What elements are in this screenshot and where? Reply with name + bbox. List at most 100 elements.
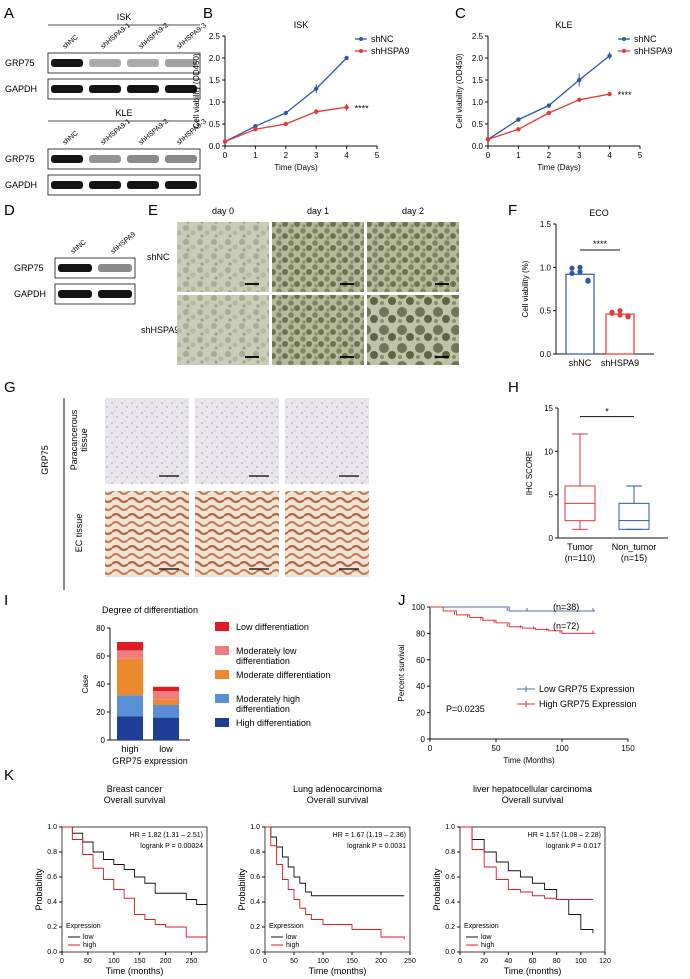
panel-a-western-blots: ISK shNC shHSPA9-1 shHSPA9-2 shHSPA9-3GRP75… (5, 12, 208, 196)
panel-c-kle-viability-chart: 0.0 0.5 1.0 1.5 2.0 2.5 0 1 2 3 4 5 Time (Days) Cell … (455, 20, 672, 172)
ihc-significance: * (605, 407, 609, 417)
ihc-category-label: Tumor (567, 542, 593, 552)
km-1-ylabel: Probability (34, 868, 44, 911)
kle-series-line-shhspa9 (487, 93, 610, 141)
isk-legend-label: shHSPA9 (371, 46, 409, 56)
km-3-xtick-label: 20 (480, 958, 488, 965)
blot-kle-band (89, 181, 121, 189)
blot-isk-band (127, 85, 159, 93)
panel-letter-b: B (203, 5, 213, 22)
km-1-title: Overall survival (104, 795, 166, 805)
eco-significance: **** (593, 239, 608, 249)
surv-xtick-label: 150 (621, 744, 635, 753)
kle-xtick-label: 4 (607, 151, 612, 160)
isk-legend-marker (359, 49, 363, 53)
km-1-xlabel: Time (months) (106, 966, 164, 976)
km-3-ytick-label: 0.0 (445, 949, 455, 956)
eco-point (625, 313, 631, 319)
kle-point (546, 103, 551, 108)
panel-f-eco-bar-chart: 0.0 0.5 1.0 1.5 ECO Cell viability (%) shNC shH… (521, 208, 654, 368)
diff-legend-label: differentiation (236, 656, 290, 666)
isk-point (314, 86, 319, 92)
micro-image (272, 222, 364, 292)
km-2-legend-title: Expression (269, 923, 304, 930)
km-1-ytick-label: 0.6 (47, 874, 57, 881)
panel-i-stacked-bar-chart: Degree of differentiation 0 20 40 60 80 Case hi… (81, 605, 330, 766)
km-1-curve-high (62, 826, 207, 938)
blot-isk-band (127, 59, 159, 67)
km-3-legend-title: Expression (464, 923, 499, 930)
kle-legend-marker (622, 37, 626, 41)
ihc-side-label: GRP75 (40, 445, 50, 475)
km-2-xtick-label: 100 (317, 958, 329, 965)
kle-point (607, 91, 612, 97)
micro-image (177, 222, 269, 292)
km-2-legend-label: high (286, 942, 299, 949)
blot-kle-membrane-gapdh (47, 174, 201, 196)
blot-isk-band (51, 59, 83, 67)
blot-kle-lane-label: shNC (62, 130, 80, 147)
isk-ytick-label: 0.0 (209, 142, 221, 151)
panel-letter-f: F (508, 202, 517, 219)
km-2-legend-label: low (286, 934, 297, 941)
blot-isk-band (165, 85, 197, 93)
eco-point (617, 308, 623, 314)
isk-point (283, 121, 288, 127)
km-1-legend-title: Expression (66, 923, 101, 930)
km-1-legend-label: high (83, 942, 96, 949)
surv-ytick-label: 0 (421, 735, 426, 744)
surv-ytick-label: 80 (416, 629, 425, 638)
eco-point (609, 310, 615, 316)
diff-bar-segment (117, 658, 143, 696)
isk-xtick-label: 2 (284, 151, 289, 160)
panel-letter-a: A (4, 5, 14, 22)
isk-ylabel: Cell viability (OD450) (192, 53, 201, 128)
km-2-xtick-label: 0 (263, 958, 267, 965)
isk-series-line-shnc (224, 57, 348, 143)
km-2-xtick-label: 50 (290, 958, 298, 965)
km-2-xtick-label: 200 (375, 958, 387, 965)
isk-legend-label: shNC (371, 34, 394, 44)
km-1-xtick-label: 0 (60, 958, 64, 965)
km-1-logrank: logrank P = 0.00024 (140, 843, 203, 850)
surv-xtick-label: 0 (428, 744, 433, 753)
blot-d-band (98, 264, 132, 272)
diff-category-label: high (121, 744, 138, 754)
blot-d-lane-label: shHSPA9 (110, 231, 137, 256)
surv-legend-label: Low GRP75 Expression (539, 684, 635, 694)
blot-isk-lane-label: shHSPA9-1 (100, 22, 132, 51)
micro-col-label: day 1 (307, 206, 329, 216)
blot-kle-band (127, 155, 159, 163)
km-1-hr: HR = 1.82 (1.31 – 2.51) (130, 832, 203, 839)
diff-bar-segment (153, 699, 179, 705)
km-3-xtick-label: 100 (575, 958, 587, 965)
ihc-image (195, 491, 279, 577)
blot-isk-band (51, 85, 83, 93)
km-1-frame (61, 826, 208, 953)
blot-isk-lane-label: shHSPA9-2 (138, 22, 170, 51)
isk-ytick-label: 0.5 (209, 120, 221, 129)
ihc-ylabel: IHC SCORE (525, 451, 534, 495)
isk-xtick-label: 5 (375, 151, 380, 160)
blot-kle-band (51, 181, 83, 189)
surv-ytick-label: 100 (412, 603, 426, 612)
blot-isk-lane-label: shHSPA9-3 (176, 22, 208, 51)
isk-ytick-label: 2.0 (209, 54, 221, 63)
kle-point (485, 137, 491, 142)
eco-point (569, 270, 575, 276)
km-2-ytick-label: 0.0 (250, 949, 260, 956)
kle-ytick-label: 1.0 (472, 98, 484, 107)
km-2-curve-low (265, 826, 405, 897)
blot-d-membrane-gapdh (54, 283, 136, 305)
diff-bar-segment (117, 695, 143, 717)
km-1-ytick-label: 0.8 (47, 849, 57, 856)
blot-isk-membrane-grp75 (47, 52, 201, 74)
km-3-xtick-label: 80 (553, 958, 561, 965)
isk-point (344, 105, 349, 110)
blot-d-band (58, 290, 92, 298)
km-3-legend-label: low (481, 934, 492, 941)
km-2-curve-high (265, 826, 405, 940)
isk-legend-marker (359, 37, 363, 41)
diff-legend-label: Moderate differentiation (236, 670, 330, 680)
